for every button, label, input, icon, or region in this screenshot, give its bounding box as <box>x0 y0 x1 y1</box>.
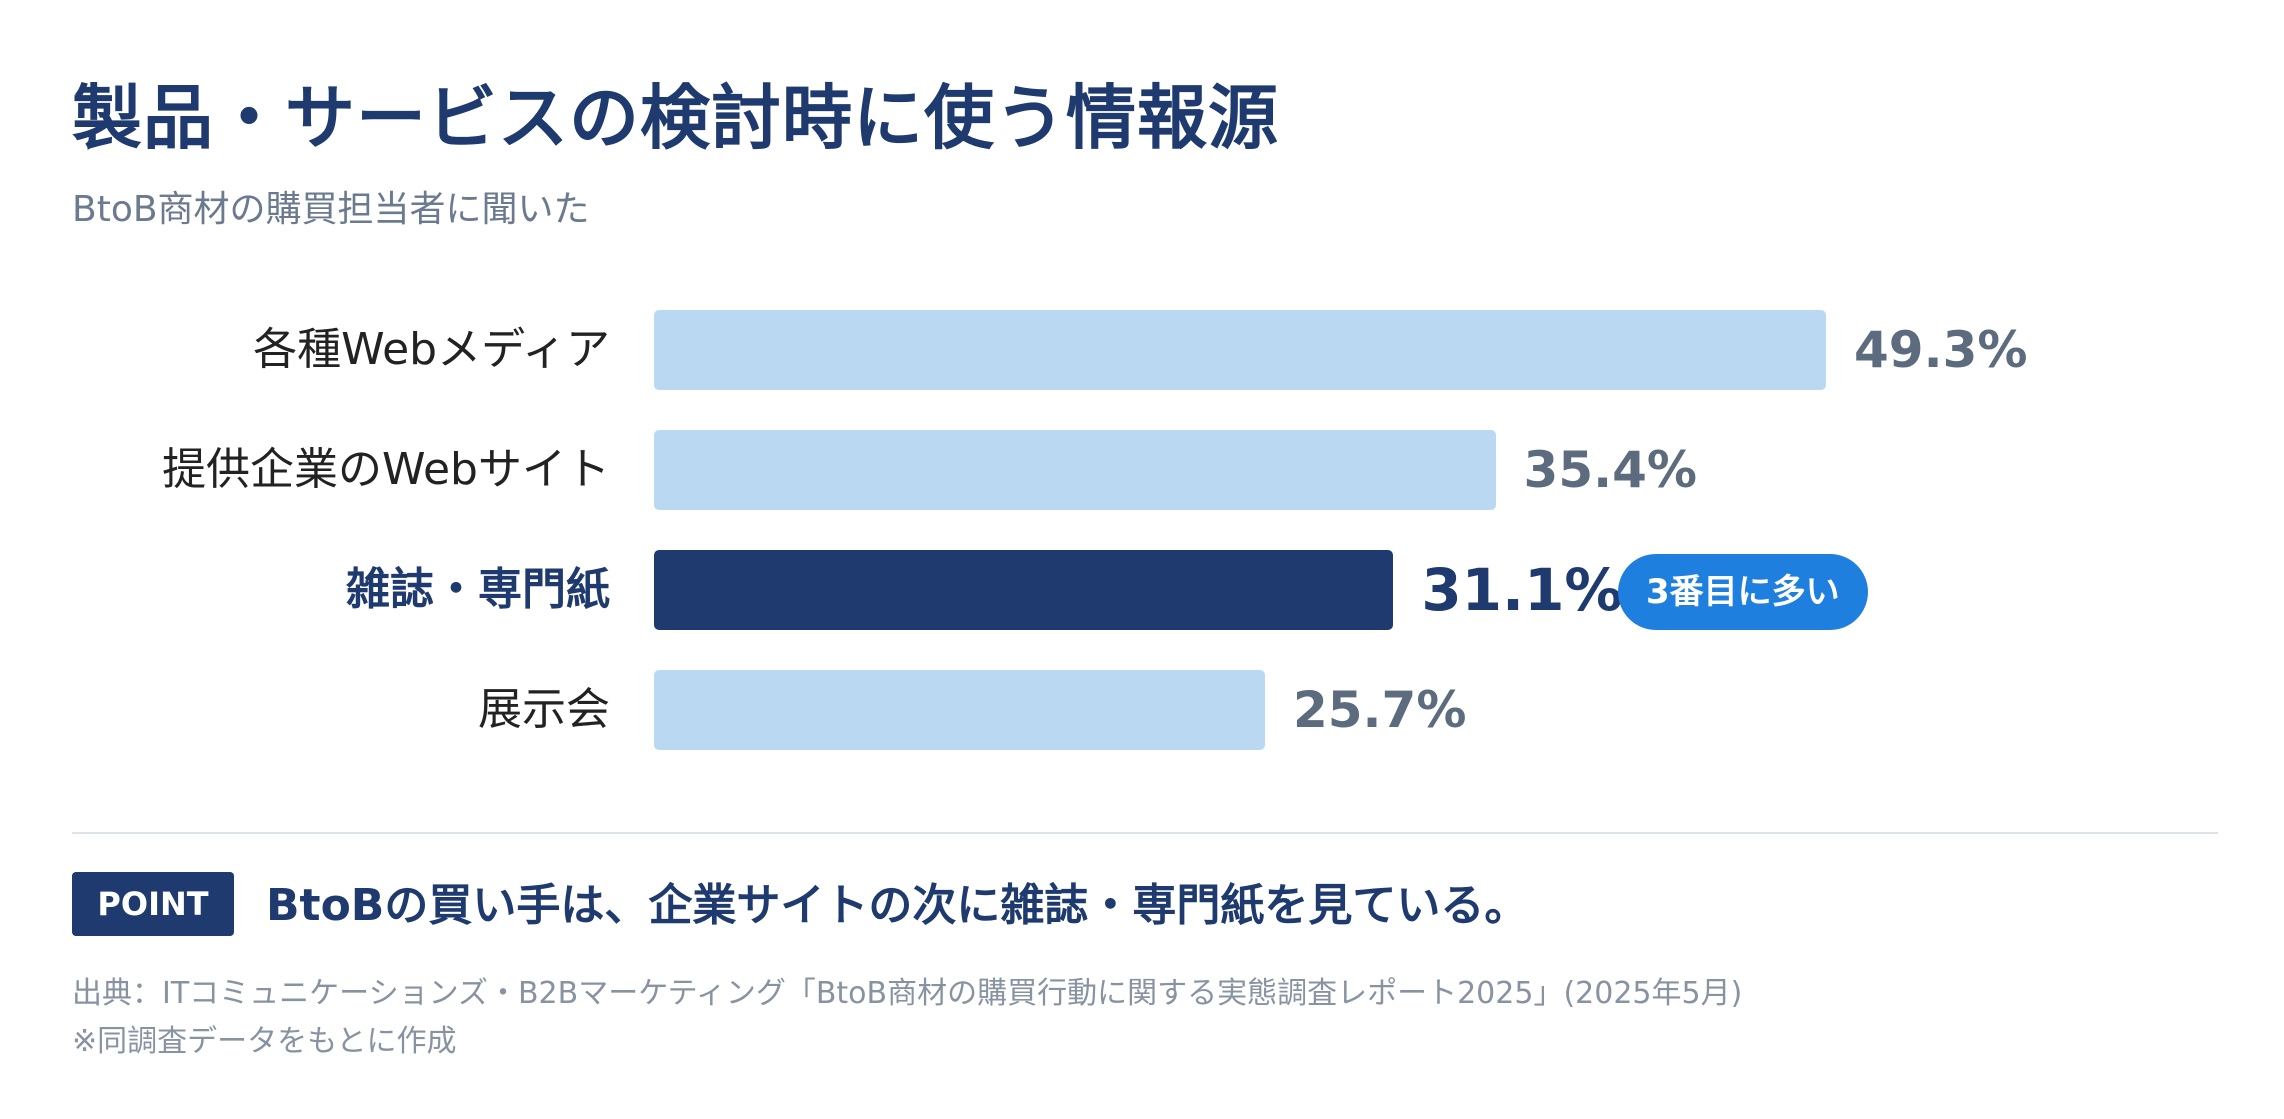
value-label: 49.3% <box>1854 321 2028 379</box>
point-text: BtoBの買い手は、企業サイトの次に雑誌・専門紙を見ている。 <box>266 880 1529 931</box>
point-badge: POINT <box>72 872 234 936</box>
source-note: 出典：ITコミュニケーションズ・B2Bマーケティング「BtoB商材の購買行動に関… <box>72 976 1743 1011</box>
bar <box>654 310 1826 390</box>
bar-row: 各種Webメディア 49.3% <box>0 310 2284 390</box>
footnote: ※同調査データをもとに作成 <box>72 1024 457 1059</box>
category-label: 雑誌・専門紙 <box>346 564 610 615</box>
bar-row: 提供企業のWebサイト 35.4% <box>0 430 2284 510</box>
bar-row: 雑誌・専門紙 31.1% 3番目に多い <box>0 550 2284 630</box>
category-label: 各種Webメディア <box>253 324 610 375</box>
chart-title: 製品・サービスの検討時に使う情報源 <box>72 77 1279 159</box>
divider <box>72 832 2218 834</box>
chart-subtitle: BtoB商材の購買担当者に聞いた <box>72 189 590 230</box>
bar <box>654 550 1394 630</box>
value-label: 25.7% <box>1292 681 1467 739</box>
category-label: 展示会 <box>478 684 610 735</box>
bar <box>654 430 1496 510</box>
value-label: 35.4% <box>1523 441 1698 499</box>
bar-row: 展示会 25.7% <box>0 670 2284 750</box>
value-label: 31.1% <box>1421 556 1623 624</box>
bar-chart: 各種Webメディア 49.3% 提供企業のWebサイト 35.4% 雑誌・専門紙 31.1… <box>0 300 2284 780</box>
highlight-badge: 3番目に多い <box>1618 554 1868 630</box>
bar <box>654 670 1265 750</box>
category-label: 提供企業のWebサイト <box>162 444 610 495</box>
